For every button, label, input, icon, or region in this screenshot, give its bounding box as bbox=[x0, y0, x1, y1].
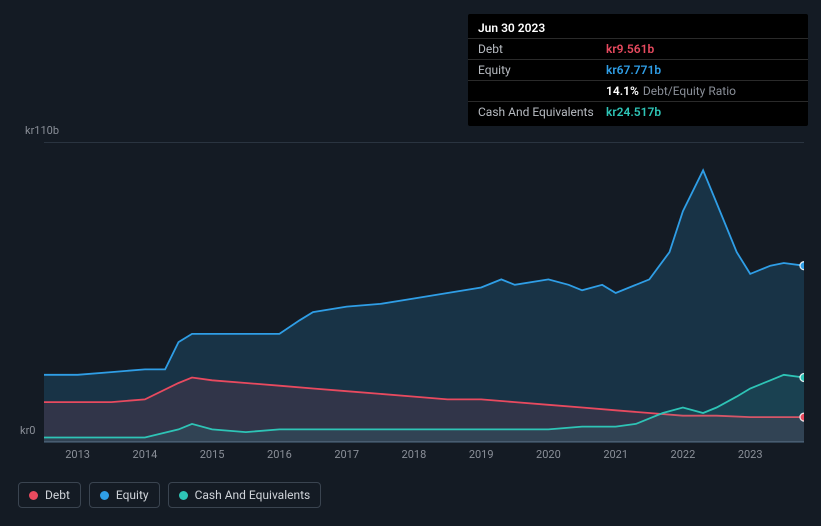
x-tick-label: 2015 bbox=[200, 448, 225, 461]
tooltip-row-equity: Equity kr67.771b bbox=[468, 60, 808, 81]
tooltip-value: kr24.517b bbox=[606, 105, 661, 119]
x-tick-label: 2020 bbox=[536, 448, 561, 461]
tooltip-label: Debt bbox=[478, 42, 606, 56]
tooltip-panel: Jun 30 2023 Debt kr9.561b Equity kr67.77… bbox=[468, 14, 808, 126]
x-tick-label: 2018 bbox=[402, 448, 427, 461]
x-tick-label: 2017 bbox=[334, 448, 359, 461]
x-tick-label: 2023 bbox=[738, 448, 763, 461]
legend-label: Cash And Equivalents bbox=[195, 488, 311, 502]
chart-svg bbox=[44, 143, 804, 443]
tooltip-value: kr67.771b bbox=[606, 63, 661, 77]
x-tick-label: 2016 bbox=[267, 448, 292, 461]
x-tick-label: 2013 bbox=[65, 448, 90, 461]
legend-item-cash[interactable]: Cash And Equivalents bbox=[168, 482, 322, 508]
legend-label: Equity bbox=[116, 488, 149, 502]
dot-icon bbox=[100, 491, 109, 500]
x-tick-label: 2019 bbox=[469, 448, 494, 461]
tooltip-row-debt: Debt kr9.561b bbox=[468, 39, 808, 60]
y-axis-max: kr110b bbox=[25, 124, 59, 137]
legend-item-equity[interactable]: Equity bbox=[89, 482, 160, 508]
x-tick-label: 2014 bbox=[133, 448, 158, 461]
tooltip-date-row: Jun 30 2023 bbox=[468, 18, 808, 39]
tooltip-value: kr9.561b bbox=[606, 42, 654, 56]
x-tick-label: 2022 bbox=[671, 448, 696, 461]
legend-label: Debt bbox=[45, 488, 70, 502]
tooltip-row-cash: Cash And Equivalents kr24.517b bbox=[468, 102, 808, 122]
ratio-pct: 14.1% bbox=[606, 84, 639, 98]
chart-area[interactable] bbox=[44, 142, 804, 442]
tooltip-label: Cash And Equivalents bbox=[478, 105, 606, 119]
tooltip-label: Equity bbox=[478, 63, 606, 77]
tooltip-label bbox=[478, 84, 606, 98]
tooltip-date: Jun 30 2023 bbox=[478, 21, 545, 35]
y-axis-min: kr0 bbox=[20, 424, 36, 437]
legend: Debt Equity Cash And Equivalents bbox=[18, 482, 321, 508]
x-tick-label: 2021 bbox=[603, 448, 628, 461]
tooltip-row-ratio: 14.1% Debt/Equity Ratio bbox=[468, 81, 808, 102]
dot-icon bbox=[179, 491, 188, 500]
legend-item-debt[interactable]: Debt bbox=[18, 482, 81, 508]
ratio-label: Debt/Equity Ratio bbox=[643, 84, 736, 98]
dot-icon bbox=[29, 491, 38, 500]
